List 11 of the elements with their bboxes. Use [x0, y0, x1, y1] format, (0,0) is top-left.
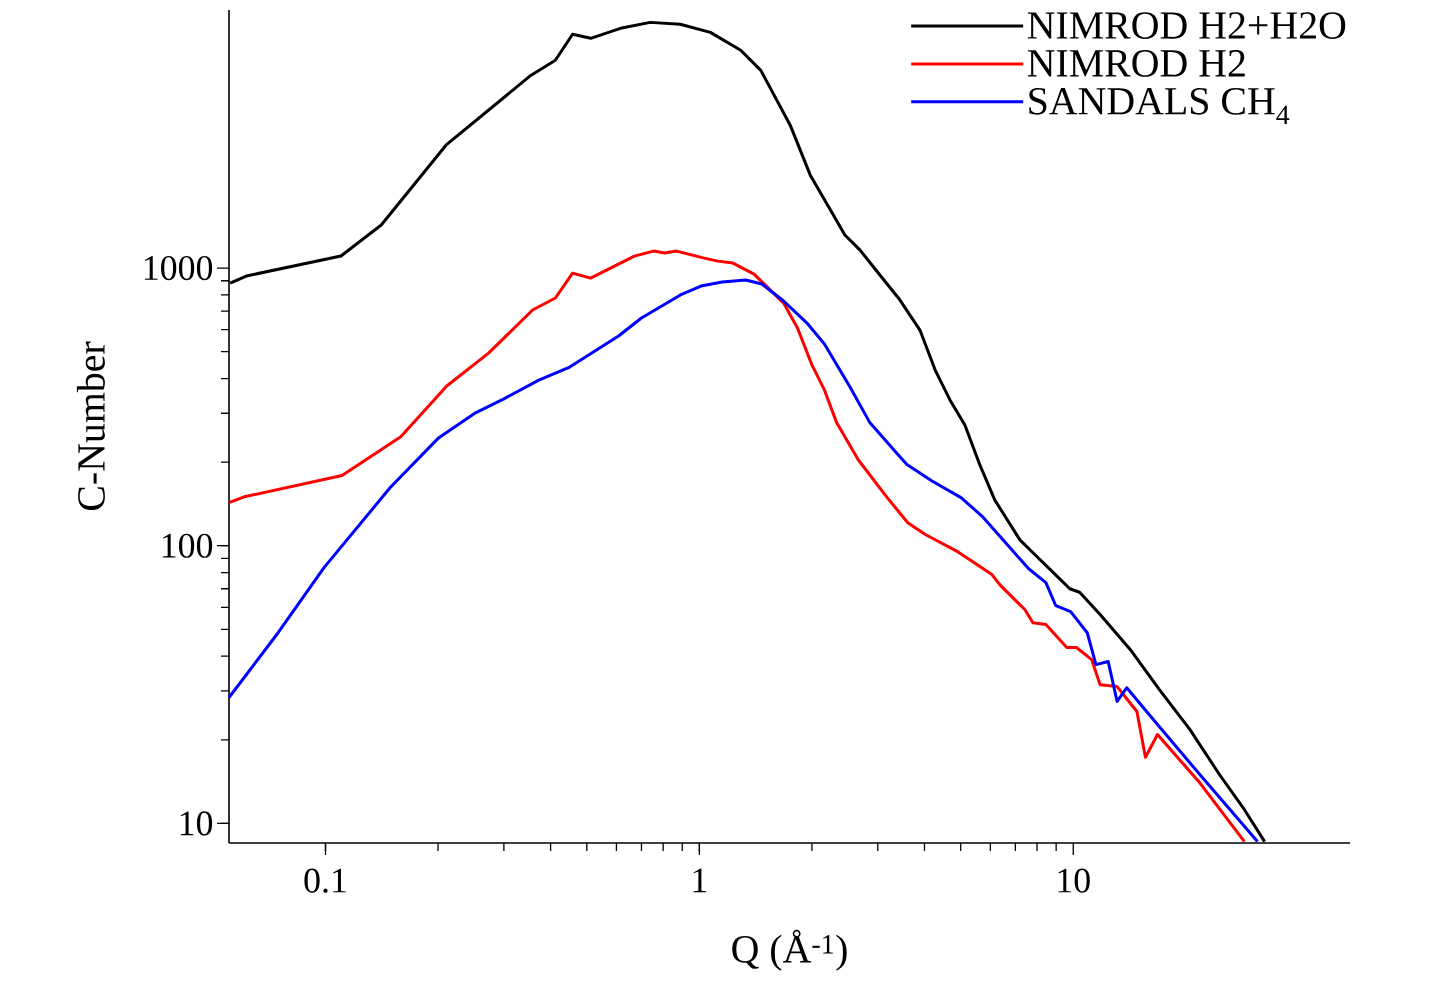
legend-label: NIMROD H2 [1027, 50, 1245, 77]
y-tick-label: 10 [180, 811, 213, 836]
y-tick-label: 100 [162, 533, 213, 558]
legend-label: SANDALS CH$_{4}$ [1029, 87, 1290, 125]
x-tick-label: 0.1 [304, 868, 346, 893]
y-axis-title: C-Number [76, 341, 105, 511]
x-tick-label: 1 [693, 868, 707, 893]
x-axis-title: Q (Å$^{-1}$) [732, 929, 847, 971]
legend-label: NIMROD H2+H2O [1027, 12, 1346, 39]
x-tick-label: 10 [1058, 868, 1090, 893]
y-tick-label: 1000 [144, 255, 213, 281]
